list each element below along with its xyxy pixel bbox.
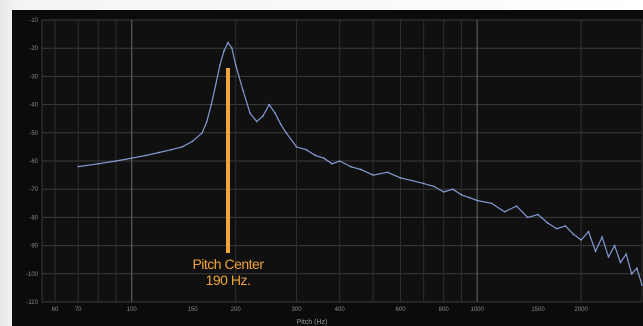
data-point	[214, 83, 217, 86]
x-tick-label: 70	[75, 307, 82, 313]
x-axis-caption: Pitch (Hz)	[297, 319, 328, 326]
data-point	[433, 185, 435, 188]
data-point	[411, 179, 414, 182]
data-point	[331, 162, 333, 165]
data-point	[625, 253, 628, 255]
y-tick-label: -60	[29, 159, 38, 165]
data-point	[555, 227, 558, 230]
y-tick-label: -80	[29, 215, 38, 221]
x-tick-label: 2000	[574, 307, 588, 313]
data-point	[77, 165, 80, 168]
data-point	[191, 140, 194, 143]
data-point	[526, 216, 529, 219]
data-point	[587, 230, 590, 233]
data-point	[249, 112, 251, 114]
data-point	[468, 196, 471, 199]
x-tick-label: 100	[127, 307, 138, 313]
data-point	[630, 272, 633, 275]
data-point	[255, 120, 258, 123]
data-point	[564, 224, 567, 227]
data-point	[399, 177, 402, 179]
data-point	[230, 47, 233, 50]
data-point	[218, 64, 221, 67]
data-point	[572, 233, 575, 236]
data-point	[349, 165, 352, 168]
y-tick-label: -20	[29, 46, 38, 52]
data-point	[234, 64, 237, 67]
data-point	[442, 191, 445, 193]
data-point	[619, 261, 622, 264]
data-point	[274, 112, 276, 114]
x-tick-label: 600	[396, 307, 407, 313]
y-tick-label: -110	[26, 300, 38, 306]
data-point	[181, 146, 184, 148]
chart-grid	[42, 19, 643, 303]
data-point	[515, 205, 518, 208]
x-tick-label: 200	[231, 307, 242, 313]
data-point	[460, 193, 463, 196]
data-point	[476, 199, 479, 202]
data-point	[314, 154, 317, 157]
data-point	[338, 160, 341, 162]
data-point	[227, 41, 229, 44]
pitch-center-marker	[225, 68, 230, 253]
data-point	[546, 222, 549, 224]
data-point	[490, 202, 493, 205]
annotation-label: Pitch Center	[192, 256, 264, 272]
y-axis-ticks: -10 -20 -30 -40 -50 -60 -70 -80 -90 -100 -110	[26, 18, 39, 306]
x-tick-label: 150	[188, 307, 199, 313]
data-point	[594, 250, 597, 253]
spectrum-chart-panel: -10 -20 -30 -40 -50 -60 -70 -80 -90 -100 -110 60 70…	[12, 10, 643, 326]
data-point	[641, 284, 643, 286]
data-point	[537, 213, 539, 216]
x-tick-label: 1500	[531, 307, 545, 313]
data-point	[372, 174, 375, 177]
data-point	[451, 188, 454, 191]
data-point	[322, 157, 325, 160]
data-point	[601, 236, 604, 239]
data-point	[262, 114, 264, 117]
data-point	[305, 148, 308, 151]
data-point	[503, 210, 506, 213]
data-point	[285, 131, 288, 134]
data-point	[386, 171, 389, 174]
y-tick-label: -50	[29, 131, 38, 137]
x-tick-label: 300	[292, 307, 303, 313]
x-tick-label: 1000	[470, 307, 484, 313]
x-tick-label: 800	[439, 307, 450, 313]
data-point	[580, 239, 583, 241]
data-point	[158, 151, 160, 154]
data-point	[201, 131, 204, 134]
data-point	[636, 267, 638, 270]
data-point	[145, 154, 147, 157]
x-tick-label: 60	[52, 307, 59, 313]
y-tick-label: -90	[29, 244, 38, 250]
data-point	[613, 244, 616, 247]
y-tick-label: -10	[29, 18, 38, 24]
x-tick-label: 400	[335, 307, 346, 313]
series-group	[77, 41, 643, 286]
data-point	[170, 148, 172, 151]
data-point	[295, 146, 298, 148]
data-point	[268, 103, 271, 106]
data-point	[114, 160, 117, 162]
y-tick-label: -40	[29, 103, 38, 109]
data-point	[205, 120, 208, 123]
annotation-value: 190 Hz.	[206, 272, 251, 288]
data-point	[359, 168, 362, 171]
y-tick-label: -30	[29, 74, 38, 80]
data-point	[97, 162, 100, 165]
data-point	[607, 255, 610, 258]
data-point	[130, 157, 133, 160]
data-point	[242, 89, 244, 92]
data-point	[279, 123, 282, 126]
data-point	[223, 50, 225, 52]
spectrum-chart: -10 -20 -30 -40 -50 -60 -70 -80 -90 -100 -110 60 70…	[12, 10, 643, 326]
data-point	[210, 103, 213, 106]
data-point	[422, 182, 425, 185]
y-tick-label: -70	[29, 187, 38, 193]
x-axis-ticks: 60 70 100 150 200 300 400 600 800 1000 1500 2000	[52, 307, 589, 313]
y-tick-label: -100	[26, 272, 39, 278]
